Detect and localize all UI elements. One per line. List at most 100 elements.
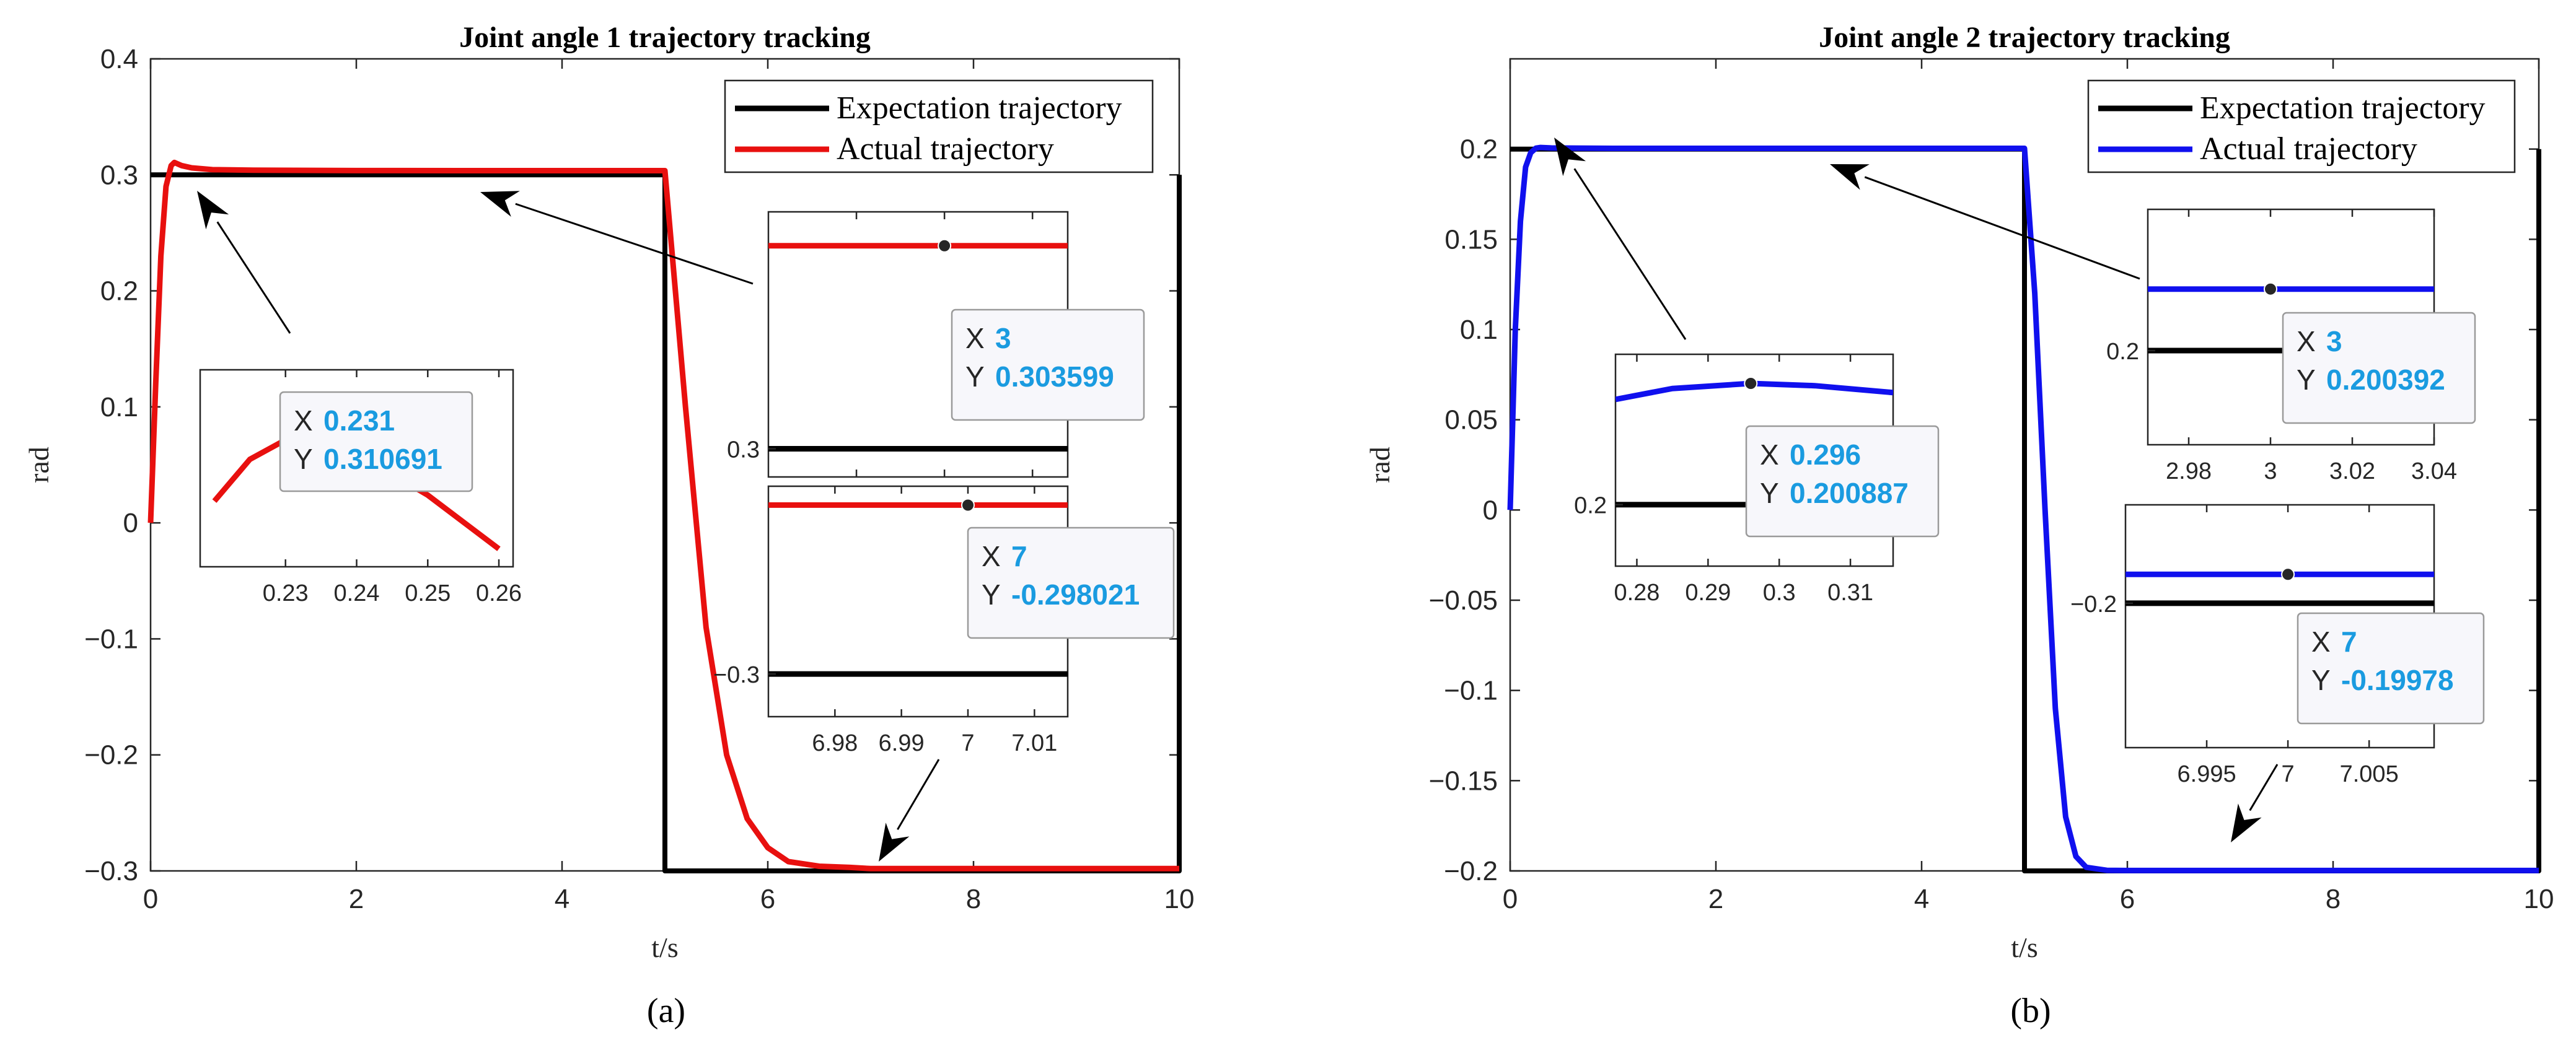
- inset-x-tick-label: 2.98: [2166, 458, 2212, 484]
- y-tick-label: −0.1: [1444, 676, 1498, 706]
- expectation-trajectory-line: [151, 172, 1182, 873]
- inset-y-tick-label: 0.2: [1574, 493, 1607, 519]
- y-tick-label: −0.2: [1444, 856, 1498, 886]
- x-tick-label: 8: [966, 884, 981, 914]
- legend-entry: Actual trajectory: [837, 131, 1054, 167]
- x-tick-label: 6: [2120, 884, 2135, 914]
- legend-entry: Expectation trajectory: [2200, 90, 2486, 126]
- inset-x-tick-label: 7.01: [1011, 730, 1057, 756]
- datatip-x-label: X: [2297, 325, 2316, 357]
- y-tick-label: 0: [1483, 495, 1498, 525]
- x-tick-label: 0: [1503, 884, 1518, 914]
- chart-panel-a: 0 2 4 6 8 10 −0.3 −0.2 −0.1 0 0.1 0.2 0.3 0.4 Joint an…: [23, 21, 1194, 1030]
- datatip-y-label: Y: [2297, 364, 2316, 396]
- datatip-y-value: 0.200392: [2326, 364, 2445, 396]
- x-tick-label: 2: [1708, 884, 1723, 914]
- annotation-arrow-head: [480, 191, 520, 217]
- inset-y-tick-label: 0.3: [727, 437, 760, 463]
- datatip: X 3Y 0.303599: [951, 308, 1145, 421]
- datatip-x-label: X: [965, 322, 985, 354]
- y-tick-label: 0.3: [100, 160, 138, 190]
- annotation-arrow-head: [2231, 803, 2262, 842]
- datatip-box: [279, 391, 473, 492]
- inset-x-tick-label: 0.24: [334, 580, 380, 606]
- datatip-x-value: 0.296: [1790, 439, 1861, 471]
- y-tick-label: 0: [123, 508, 138, 538]
- inset-y-tick-label: −0.2: [2070, 592, 2117, 618]
- legend-entry: Actual trajectory: [2200, 131, 2417, 167]
- y-tick-label: 0.05: [1444, 405, 1498, 435]
- datatip-marker: [961, 498, 975, 512]
- inset-peak: 0.23 0.24 0.25 0.26 X 0.231 Y 0.310691: [199, 369, 522, 606]
- inset-x-tick-label: 0.23: [263, 580, 309, 606]
- inset-x-tick-label: 7: [2282, 761, 2295, 787]
- datatip-marker: [1744, 376, 1758, 390]
- datatip-marker: [2264, 282, 2277, 296]
- datatip-y-label: Y: [1760, 477, 1779, 509]
- y-axis-label: rad: [23, 447, 55, 483]
- inset-x-tick-label: 6.98: [812, 730, 858, 756]
- datatip-x-value: 3: [2326, 325, 2342, 357]
- inset-y-tick-label: 0.2: [2106, 339, 2139, 365]
- datatip-box: [2297, 612, 2485, 725]
- annotation-arrow: [2249, 764, 2279, 811]
- inset-x-tick-label: 6.99: [879, 730, 925, 756]
- y-tick-label: −0.2: [84, 740, 138, 771]
- y-tick-label: −0.1: [84, 624, 138, 654]
- x-axis-label: t/s: [2011, 932, 2038, 963]
- y-tick-label: 0.2: [1460, 134, 1498, 165]
- inset-x-tick-label: 0.26: [476, 580, 522, 606]
- x-tick-label: 10: [1164, 884, 1195, 914]
- inset-x-tick-label: 3: [2264, 458, 2277, 484]
- datatip-y-label: Y: [965, 360, 985, 393]
- inset-x-tick-label: 7.005: [2340, 761, 2399, 787]
- datatip-y-value: 0.310691: [323, 443, 442, 475]
- y-tick-label: −0.05: [1429, 585, 1498, 616]
- datatip-box: [2282, 312, 2476, 424]
- inset-top: 2.98 3 3.02 3.040.2 X 3Y 0.200392: [2106, 208, 2476, 484]
- annotation-arrow: [897, 759, 940, 831]
- datatip-y-label: Y: [294, 443, 313, 475]
- datatip: X 7Y -0.298021: [967, 526, 1175, 639]
- x-tick-label: 2: [349, 884, 364, 914]
- legend-box: [724, 79, 1154, 173]
- annotation-arrow: [515, 203, 754, 285]
- datatip-x-label: X: [294, 404, 313, 437]
- actual-trajectory-line: [147, 159, 1179, 872]
- annotation-arrow: [1864, 176, 2140, 280]
- inset-x-tick-label: 3.02: [2329, 458, 2375, 484]
- datatip-y-value: -0.298021: [1011, 579, 1140, 611]
- y-axis-label: rad: [1364, 447, 1396, 483]
- inset-x-tick-label: 6.995: [2178, 761, 2236, 787]
- x-tick-label: 6: [760, 884, 775, 914]
- annotation-arrow: [1573, 168, 1687, 340]
- x-tick-label: 8: [2326, 884, 2341, 914]
- datatip-box: [967, 526, 1175, 639]
- legend: Expectation trajectory Actual trajectory: [724, 79, 1154, 173]
- y-tick-label: −0.15: [1429, 766, 1498, 796]
- datatip-box: [1745, 425, 1940, 538]
- chart-title: Joint angle 1 trajectory tracking: [459, 21, 871, 54]
- y-tick-label: 0.15: [1444, 224, 1498, 255]
- datatip-box: [951, 308, 1145, 421]
- datatip-marker: [2281, 567, 2295, 582]
- y-tick-label: 0.1: [1460, 315, 1498, 345]
- inset-bottom: 6.98 6.99 7 7.01−0.3X 7Y -0.298021: [713, 485, 1175, 756]
- datatip-x-label: X: [982, 540, 1001, 572]
- datatip-x-value: 3: [995, 322, 1011, 354]
- inset-x-tick-label: 0.31: [1827, 580, 1873, 606]
- inset-x-tick-label: 0.29: [1685, 580, 1731, 606]
- datatip: X 0.231 Y 0.310691: [279, 391, 473, 492]
- annotation-arrow: [216, 221, 291, 334]
- legend-box: [2087, 79, 2516, 173]
- datatip-y-value: 0.303599: [995, 360, 1114, 393]
- inset-x-tick-label: 0.28: [1614, 580, 1659, 606]
- datatip: X 3Y 0.200392: [2282, 312, 2476, 424]
- actual-trajectory-line: [1507, 144, 2539, 873]
- y-tick-label: 0.2: [100, 276, 138, 307]
- datatip-x-value: 0.231: [323, 404, 395, 437]
- annotation-arrow-head: [879, 823, 910, 862]
- legend: Expectation trajectory Actual trajectory: [2087, 79, 2516, 173]
- datatip-y-value: -0.19978: [2341, 664, 2454, 696]
